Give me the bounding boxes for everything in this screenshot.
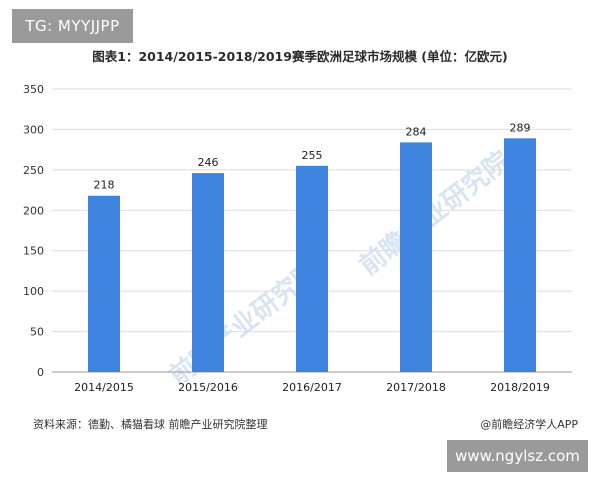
- y-tick-label-5: 250: [23, 164, 44, 177]
- y-tick-label-6: 300: [23, 123, 44, 136]
- x-tick-label-0: 2014/2015: [74, 381, 134, 394]
- watermark-2: 前瞻产业研究院: [354, 145, 517, 281]
- x-tick-label-1: 2015/2016: [178, 381, 238, 394]
- y-tick-label-3: 150: [23, 245, 44, 258]
- source-note: 资料来源：德勤、橘猫看球 前瞻产业研究院整理: [33, 418, 268, 431]
- data-label-3: 284: [406, 125, 427, 138]
- app-credit: @前瞻经济学人APP: [480, 418, 578, 431]
- bar-2017-2018: [400, 142, 432, 372]
- chart-title: 图表1：2014/2015-2018/2019赛季欧洲足球市场规模 (单位：亿欧…: [92, 49, 508, 64]
- data-label-2: 255: [302, 149, 323, 162]
- x-tick-label-3: 2017/2018: [386, 381, 446, 394]
- bar-2014-2015: [88, 195, 120, 372]
- url-badge: www.ngylsz.com: [447, 440, 588, 472]
- data-label-0: 218: [94, 179, 115, 192]
- x-tick-label-4: 2018/2019: [490, 381, 550, 394]
- y-tick-label-1: 50: [30, 326, 44, 339]
- bar-2015-2016: [192, 173, 224, 372]
- y-tick-label-7: 350: [23, 83, 44, 96]
- y-tick-label-4: 200: [23, 204, 44, 217]
- data-label-1: 246: [198, 156, 219, 169]
- data-label-4: 289: [510, 121, 531, 134]
- y-tick-label-2: 100: [23, 285, 44, 298]
- y-tick-label-0: 0: [37, 366, 44, 379]
- x-tick-label-2: 2016/2017: [282, 381, 342, 394]
- bar-2018-2019: [504, 138, 536, 372]
- tg-badge: TG: MYYJJPP: [12, 9, 133, 43]
- bar-2016-2017: [296, 165, 328, 372]
